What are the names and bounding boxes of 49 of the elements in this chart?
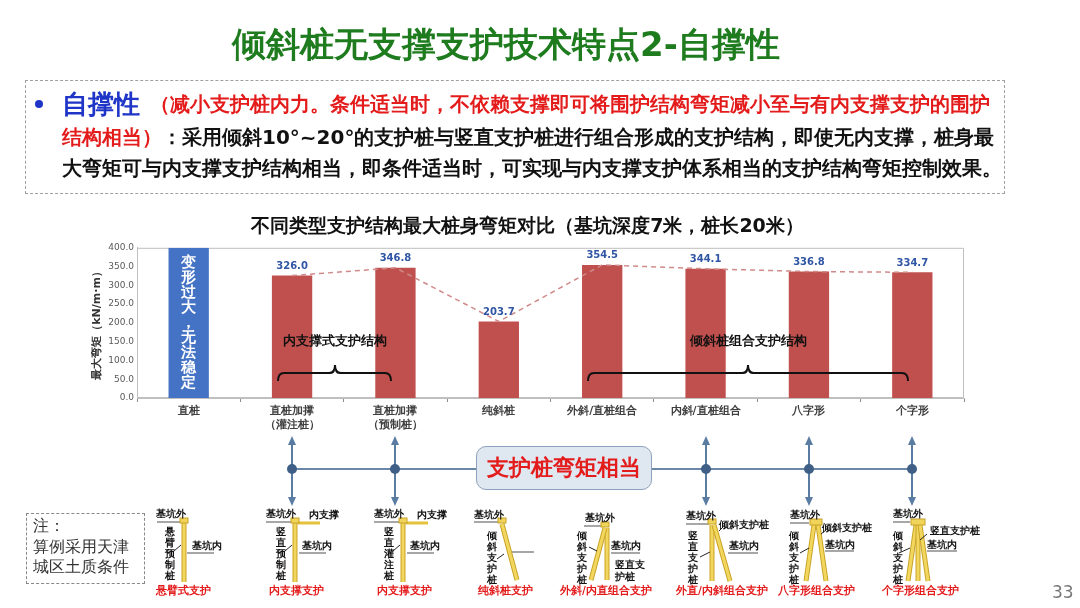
y-tick-label: 150.0 bbox=[108, 336, 135, 347]
x-tick-label: 纯斜桩 bbox=[481, 404, 516, 418]
x-tick-label: 个字形 bbox=[894, 404, 929, 418]
text: 自撑性 bbox=[62, 89, 140, 119]
data-label: 326.0 bbox=[276, 260, 308, 272]
data-label: 354.5 bbox=[586, 249, 619, 261]
pile-diagram: 基坑外 竖直支护桩 基坑内 倾斜支护桩 个字形组合支护 bbox=[881, 508, 980, 597]
pile-diagram: 基坑外 倾斜支护桩 纯斜桩支护 bbox=[472, 509, 536, 597]
pile-diagram: 基坑外 内支撑 竖直灌注桩 基坑内 内支撑支护 bbox=[372, 508, 447, 597]
x-tick-label: 内斜/直桩组合 bbox=[670, 404, 742, 418]
text: ：采用倾斜10°~20°的支护桩与竖直支护桩进行组合形成的支护结构，即使无内支撑，桩身最 bbox=[162, 124, 995, 151]
data-label: 336.8 bbox=[793, 256, 825, 268]
data-label: 334.7 bbox=[896, 256, 929, 268]
text: 33 bbox=[1052, 582, 1074, 602]
text: 变形过大，无法稳定 bbox=[181, 252, 197, 391]
data-label: 203.7 bbox=[482, 306, 515, 318]
x-tick-label: 直桩加撑（预制桩） bbox=[367, 404, 423, 431]
pile-diagram: 基坑外 内支撑 竖直预制桩 基坑内 内支撑支护 bbox=[264, 508, 339, 597]
bar bbox=[892, 272, 933, 398]
text: 算例采用天津城区土质条件 bbox=[33, 537, 130, 577]
pile-diagram: 基坑外 倾斜支护桩 基坑内 竖直支护桩 外斜/内直组合支护 bbox=[560, 512, 652, 597]
x-tick-label: 八字形 bbox=[791, 404, 826, 418]
text: （减小支护桩内力。条件适当时，不依赖支撑即可将围护结构弯矩减小至与有内支撑支护的围护 bbox=[150, 91, 990, 118]
bar bbox=[478, 321, 519, 398]
bar bbox=[582, 264, 623, 398]
text: 大弯矩可与内支撑支护结构相当，即条件适当时，可实现与内支撑支护体系相当的支护结构弯矩控制效果。 bbox=[62, 155, 1002, 182]
pile-diagram: 基坑外 悬臂预制桩 基坑内 悬臂式支护 bbox=[155, 508, 222, 597]
data-label: 344.1 bbox=[689, 253, 722, 265]
x-tick-label: 外斜/直桩组合 bbox=[566, 404, 639, 418]
text: 注： bbox=[33, 516, 65, 536]
x-tick-label: 直桩 bbox=[176, 404, 200, 418]
pile-diagram: 基坑外 倾斜支护桩 倾斜支护桩 基坑内 八字形组合支护 bbox=[777, 509, 872, 597]
y-tick-label: 400.0 bbox=[108, 242, 135, 253]
text: 倾斜桩无支撑支护技术特点2-自撑性 bbox=[232, 24, 780, 64]
y-tick-label: 200.0 bbox=[108, 317, 135, 328]
y-tick-label: 100.0 bbox=[108, 354, 135, 365]
y-axis-title: 最大弯矩（kN/m·m） bbox=[90, 266, 104, 381]
x-tick-label: 直桩加撑（灌注桩） bbox=[264, 404, 320, 431]
y-tick-label: 250.0 bbox=[108, 298, 135, 309]
text: 结构相当） bbox=[62, 124, 162, 151]
y-tick-label: 50.0 bbox=[113, 373, 135, 384]
chart-title: 不同类型支护结构最大桩身弯矩对比（基坑深度7米，桩长20米） bbox=[250, 214, 804, 237]
rounded-box: 支护桩弯矩相当 bbox=[476, 446, 652, 490]
bar bbox=[375, 267, 416, 398]
y-tick-label: 0.0 bbox=[119, 392, 135, 403]
pile-diagram: 基坑外 倾斜支护桩 竖直支护桩 基坑内 外直/内斜组合支护 bbox=[676, 510, 769, 597]
data-label: 346.8 bbox=[379, 252, 412, 264]
y-tick-label: 350.0 bbox=[108, 260, 135, 271]
y-tick-label: 300.0 bbox=[108, 279, 135, 290]
